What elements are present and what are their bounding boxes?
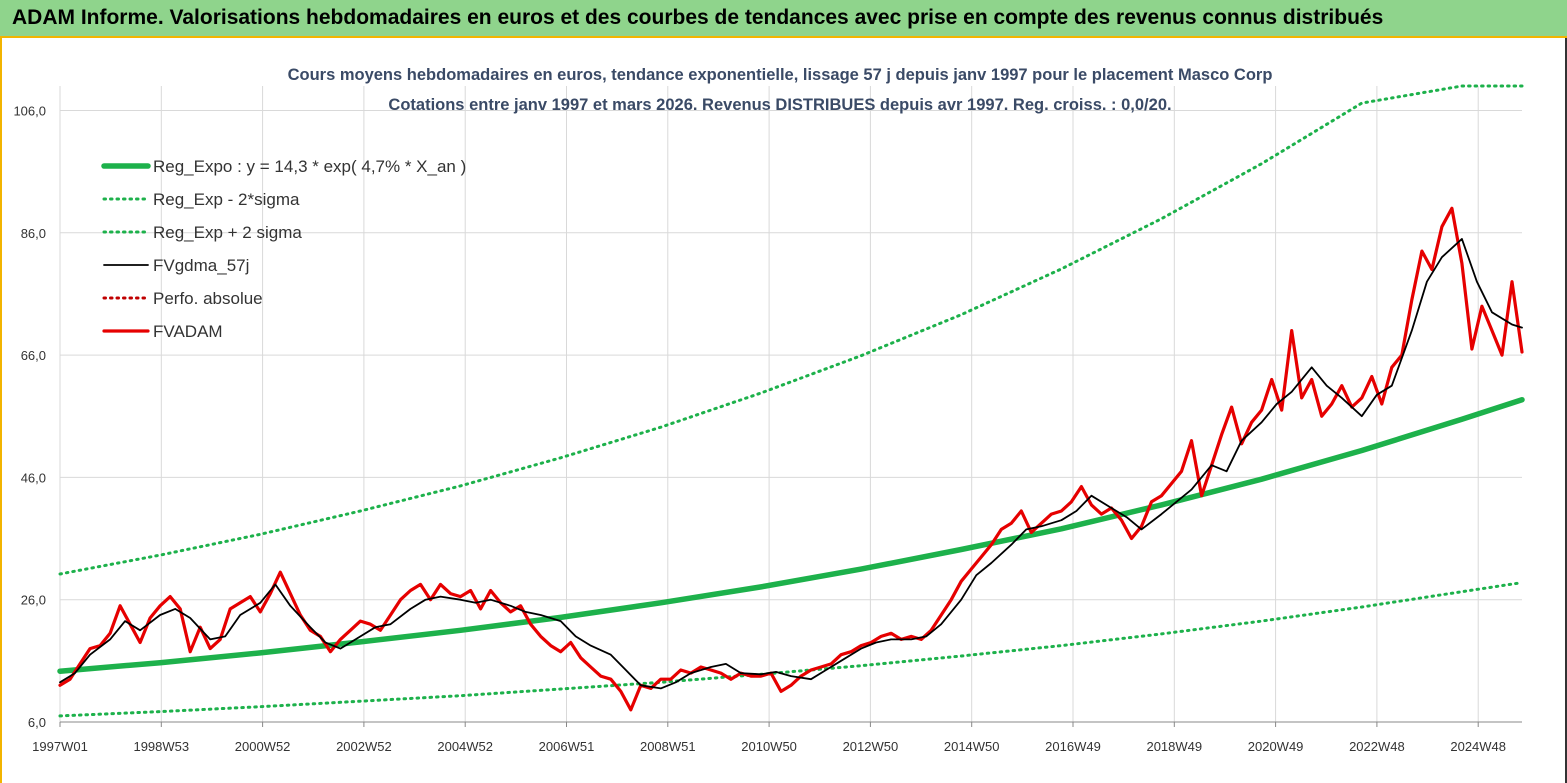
x-tick-label: 1998W53 <box>133 739 189 754</box>
x-tick-label: 2012W50 <box>843 739 899 754</box>
y-tick-label: 46,0 <box>21 470 46 485</box>
x-tick-label: 2006W51 <box>539 739 595 754</box>
series-layer <box>57 84 1525 718</box>
legend-label: FVADAM <box>153 322 223 341</box>
legend: Reg_Expo : y = 14,3 * exp( 4,7% * X_an )… <box>101 157 466 341</box>
legend-label: Reg_Expo : y = 14,3 * exp( 4,7% * X_an ) <box>153 157 466 176</box>
legend-label: Reg_Exp + 2 sigma <box>153 223 302 242</box>
x-tick-label: 2018W49 <box>1146 739 1202 754</box>
x-tick-label: 2014W50 <box>944 739 1000 754</box>
grid <box>59 86 1522 723</box>
chart-title: Cours moyens hebdomadaires en euros, ten… <box>288 66 1273 84</box>
series-line-0 <box>57 396 1525 674</box>
x-tick-label: 2004W52 <box>437 739 493 754</box>
series-line-2 <box>58 84 1524 576</box>
x-tick-label: 2016W49 <box>1045 739 1101 754</box>
y-tick-label: 86,0 <box>21 226 46 241</box>
y-tick-label: 106,0 <box>13 103 46 118</box>
legend-label: FVgdma_57j <box>153 256 249 275</box>
y-tick-label: 26,0 <box>21 593 46 608</box>
page-title: ADAM Informe. Valorisations hebdomadaire… <box>12 6 1384 29</box>
x-tick-label: 2008W51 <box>640 739 696 754</box>
x-tick-label: 2020W49 <box>1248 739 1304 754</box>
x-tick-label: 2002W52 <box>336 739 392 754</box>
series-line-3 <box>59 237 1523 690</box>
x-tick-label: 2010W50 <box>741 739 797 754</box>
chart-subtitle: Cotations entre janv 1997 et mars 2026. … <box>388 96 1171 114</box>
x-tick-label: 2024W48 <box>1450 739 1506 754</box>
x-tick-label: 1997W01 <box>32 739 88 754</box>
y-tick-label: 66,0 <box>21 348 46 363</box>
legend-label: Reg_Exp - 2*sigma <box>153 190 300 209</box>
axes: 6,0 26,0 46,0 66,0 86,0 106,0 1997W01 1998W53 20… <box>13 103 1522 754</box>
header-banner: ADAM Informe. Valorisations hebdomadaire… <box>0 0 1567 38</box>
y-tick-label: 6,0 <box>28 715 46 730</box>
x-tick-label: 2022W48 <box>1349 739 1405 754</box>
x-tick-label: 2000W52 <box>235 739 291 754</box>
chart-frame <box>0 38 1567 783</box>
series-line-5 <box>58 206 1524 712</box>
legend-label: Perfo. absolue <box>153 289 263 308</box>
